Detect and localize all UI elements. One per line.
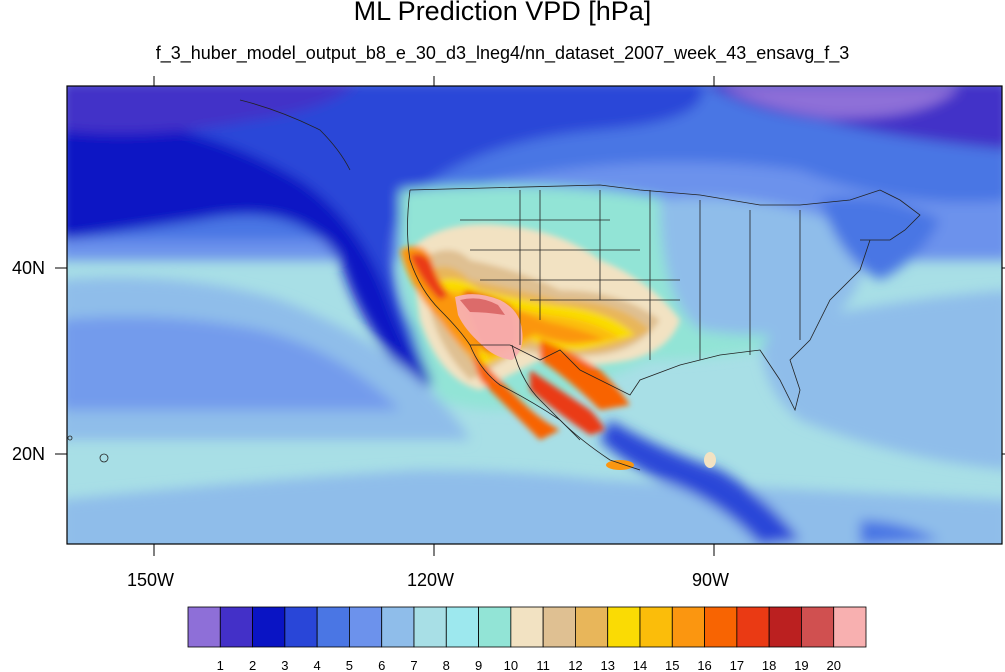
map-frame — [66, 85, 1003, 545]
hot-spot-marker — [606, 460, 634, 470]
colorbar-swatch — [801, 606, 835, 648]
x-tick-label-120w: 120W — [407, 570, 455, 590]
colorbar-swatch — [478, 606, 512, 648]
colorbar-label: 11 — [536, 658, 550, 672]
colorbar-swatch — [833, 606, 867, 648]
colorbar-label: 2 — [249, 658, 256, 672]
colorbar-swatch — [219, 606, 253, 648]
map-subtitle: f_3_huber_model_output_b8_e_30_d3_lneg4/… — [155, 43, 850, 63]
colorbar-swatch — [607, 606, 641, 648]
y-tick-label-20n: 20N — [12, 444, 46, 464]
colorbar-label: 14 — [633, 658, 647, 672]
colorbar-label: 6 — [378, 658, 385, 672]
colorbar-swatch — [349, 606, 383, 648]
axis-ticks — [55, 76, 1005, 556]
colorbar-label: 18 — [762, 658, 776, 672]
vpd-map — [55, 76, 1005, 556]
colorbar-label: 3 — [281, 658, 288, 672]
colorbar-swatch — [187, 606, 221, 648]
x-tick-label-90w: 90W — [692, 570, 730, 590]
map-title: ML Prediction VPD [hPa] — [353, 0, 652, 26]
y-tick-label-40n: 40N — [12, 258, 46, 278]
colorbar-swatch — [445, 606, 479, 648]
colorbar-swatch — [413, 606, 447, 648]
colorbar-label: 15 — [665, 658, 679, 672]
colorbar-label: 10 — [504, 658, 518, 672]
colorbar-label: 16 — [697, 658, 711, 672]
colorbar-swatch — [542, 606, 576, 648]
colorbar-swatch — [284, 606, 318, 648]
colorbar-label: 5 — [346, 658, 353, 672]
colorbar-swatch — [768, 606, 802, 648]
colorbar-label: 7 — [410, 658, 417, 672]
colorbar-label: 13 — [600, 658, 614, 672]
colorbar-label: 4 — [314, 658, 321, 672]
colorbar-label: 9 — [475, 658, 482, 672]
colorbar-label: 17 — [730, 658, 744, 672]
x-tick-label-150w: 150W — [127, 570, 175, 590]
boundary-lines — [67, 99, 921, 471]
colorbar-label: 12 — [568, 658, 582, 672]
colorbar-label: 19 — [794, 658, 808, 672]
colorbar-swatch — [736, 606, 770, 648]
colorbar-swatch — [575, 606, 609, 648]
colorbar-swatch — [704, 606, 738, 648]
colorbar-swatch — [316, 606, 350, 648]
colorbar-swatch — [671, 606, 705, 648]
colorbar-swatch — [639, 606, 673, 648]
colorbar-label: 20 — [826, 658, 840, 672]
colorbar-label: 8 — [443, 658, 450, 672]
colorbar-swatch — [510, 606, 544, 648]
colorbar-swatch — [381, 606, 415, 648]
colorbar-swatch — [252, 606, 286, 648]
colorbar-label: 1 — [217, 658, 224, 672]
vpd-field — [67, 86, 1002, 544]
